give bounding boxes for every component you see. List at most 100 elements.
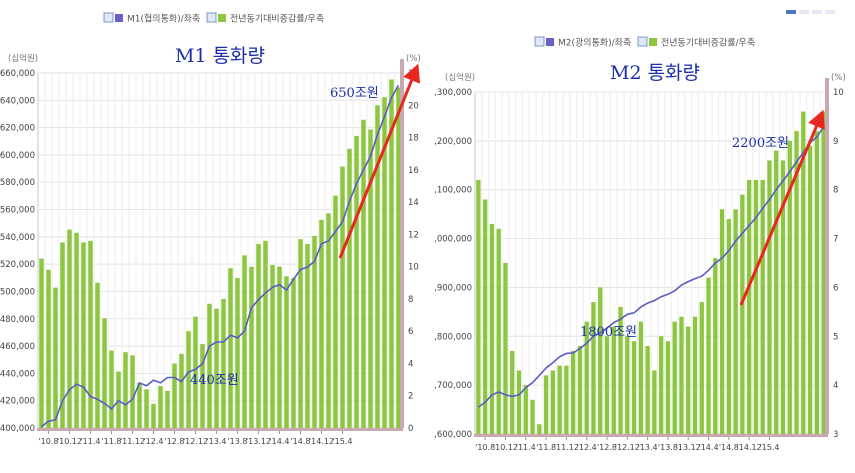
bar	[577, 346, 583, 434]
chart-title: M2 통화량	[610, 62, 700, 84]
bar	[537, 424, 542, 434]
bar	[807, 145, 813, 434]
legend-label-bar: 전년동기대비증감률/우축	[661, 37, 755, 49]
bar	[543, 375, 549, 434]
bar	[340, 166, 345, 428]
y-left-tick-label: 580,000	[0, 178, 35, 188]
x-tick-label: '15.4	[332, 437, 352, 446]
y-left-tick-label: 620,000	[0, 124, 35, 134]
bar	[298, 239, 303, 428]
x-tick-label: '13.12	[676, 443, 701, 452]
bar	[679, 316, 684, 434]
y-right-tick-label: 8	[408, 295, 413, 305]
y-right-tick-label: 9	[833, 137, 838, 147]
bar	[787, 140, 792, 434]
bar	[354, 135, 359, 428]
y-left-tick-label: 500,000	[0, 287, 35, 297]
legend-checkbox-line	[103, 12, 114, 23]
bar	[165, 390, 170, 428]
y-left-unit: (십억원)	[445, 72, 475, 83]
chart-nav-controls[interactable]	[786, 10, 835, 14]
y-right-tick-label: 7	[833, 235, 838, 245]
annotation-end-value: 2200조원	[732, 136, 789, 151]
bar	[186, 331, 191, 428]
y-right-tick-label: 14	[408, 198, 419, 208]
legend-checkbox-line	[534, 36, 545, 47]
bar	[123, 352, 128, 428]
bar	[193, 316, 198, 428]
bar	[312, 235, 317, 428]
y-right-unit: (%)	[831, 73, 846, 83]
x-tick-label: '11.4	[80, 437, 100, 446]
y-right-tick-label: 12	[408, 230, 419, 240]
bar	[753, 179, 759, 434]
bar	[347, 148, 352, 428]
y-left-tick-label: 2,200,000	[435, 137, 472, 147]
bar	[489, 223, 495, 434]
bar	[584, 321, 589, 434]
x-tick-label: '13.8	[658, 443, 678, 452]
bar	[733, 209, 738, 434]
y-right-tick-label: 6	[833, 283, 838, 293]
bar	[235, 277, 240, 428]
y-left-tick-label: 2,000,000	[435, 235, 472, 245]
annotation-start-value: 440조원	[190, 373, 239, 388]
bar	[645, 346, 650, 434]
bar	[158, 386, 163, 428]
x-tick-label: '14.8	[719, 443, 739, 452]
y-right-tick-label: 3	[833, 430, 838, 440]
bar	[631, 341, 637, 434]
bar	[67, 229, 72, 428]
bar	[144, 389, 149, 428]
y-right-tick-label: 20	[408, 101, 419, 111]
x-tick-label: '14.12	[309, 437, 334, 446]
y-left-tick-label: 660,000	[0, 69, 35, 79]
bar	[116, 371, 121, 428]
bar	[214, 308, 219, 428]
bar	[591, 302, 596, 434]
m2-chart-panel: M2(광의통화)/좌축 전년동기대비증감률/우축 M2 통화량 (십억원) (%) 1,6…	[435, 0, 855, 473]
bar	[740, 194, 745, 434]
bar	[200, 344, 205, 428]
y-right-tick-label: 5	[833, 332, 838, 342]
legend-label-line: M1(협의통화)/좌축	[127, 13, 200, 25]
x-tick-label: '13.12	[246, 437, 271, 446]
bar	[652, 370, 657, 434]
y-left-tick-label: 460,000	[0, 342, 35, 352]
bar	[249, 266, 254, 428]
y-right-tick-label: 0	[408, 424, 413, 434]
trend-arrow	[338, 63, 420, 259]
legend-label-line: M2(광의통화)/좌축	[558, 37, 631, 49]
y-left-unit: (십억원)	[8, 53, 38, 64]
bar	[821, 111, 826, 435]
annotation-start-value: 1800조원	[580, 325, 637, 340]
x-axis-bar	[37, 428, 403, 431]
x-tick-label: '14.4	[269, 437, 289, 446]
bar	[550, 370, 556, 434]
y-left-tick-label: 2,100,000	[435, 186, 472, 196]
x-tick-label: '14.4	[699, 443, 719, 452]
x-tick-label: '11.12	[120, 437, 145, 446]
y-left-tick-label: 540,000	[0, 233, 35, 243]
bar	[706, 277, 711, 434]
bar	[368, 129, 373, 428]
annotation-end-value: 650조원	[330, 86, 379, 101]
bar	[242, 255, 247, 428]
bar	[618, 306, 623, 434]
x-tick-label: '11.12	[554, 443, 579, 452]
y-right-tick-label: 8	[833, 186, 838, 196]
y-right-tick-label: 10	[408, 263, 419, 273]
y-left-tick-label: 2,300,000	[435, 88, 472, 98]
x-tick-label: '10.12	[57, 437, 82, 446]
legend-swatch-line	[115, 14, 123, 22]
y-left-tick-label: 480,000	[0, 315, 35, 325]
bar	[207, 303, 212, 428]
bar	[95, 282, 100, 428]
y-right-tick-label: 6	[408, 327, 413, 337]
bar	[305, 244, 310, 428]
bar	[794, 131, 799, 435]
bar	[151, 403, 156, 428]
x-tick-label: '11.4	[516, 443, 536, 452]
bar	[270, 265, 275, 428]
bar	[746, 179, 752, 434]
